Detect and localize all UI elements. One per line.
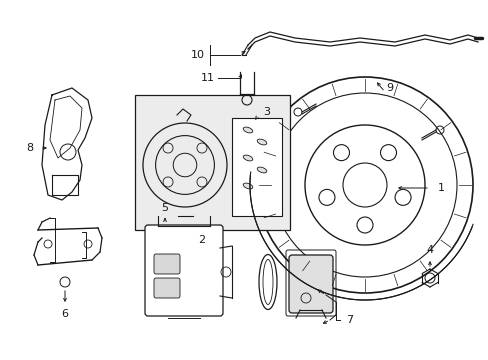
Text: 5: 5 (161, 203, 168, 213)
FancyBboxPatch shape (154, 278, 180, 298)
FancyBboxPatch shape (135, 95, 289, 230)
Text: 3: 3 (263, 107, 270, 117)
Text: 7: 7 (346, 315, 353, 325)
Ellipse shape (243, 155, 252, 161)
FancyBboxPatch shape (231, 118, 282, 216)
FancyBboxPatch shape (154, 254, 180, 274)
Text: 9: 9 (386, 83, 393, 93)
FancyBboxPatch shape (145, 225, 223, 316)
FancyBboxPatch shape (288, 255, 332, 313)
Text: 8: 8 (26, 143, 34, 153)
Text: 1: 1 (437, 183, 444, 193)
Ellipse shape (243, 183, 252, 189)
Text: 4: 4 (426, 245, 433, 255)
Ellipse shape (243, 127, 252, 133)
Text: 10: 10 (191, 50, 204, 60)
Ellipse shape (257, 167, 266, 173)
Text: 6: 6 (61, 309, 68, 319)
Text: 11: 11 (201, 73, 215, 83)
Ellipse shape (257, 139, 266, 145)
Text: 2: 2 (198, 235, 205, 245)
